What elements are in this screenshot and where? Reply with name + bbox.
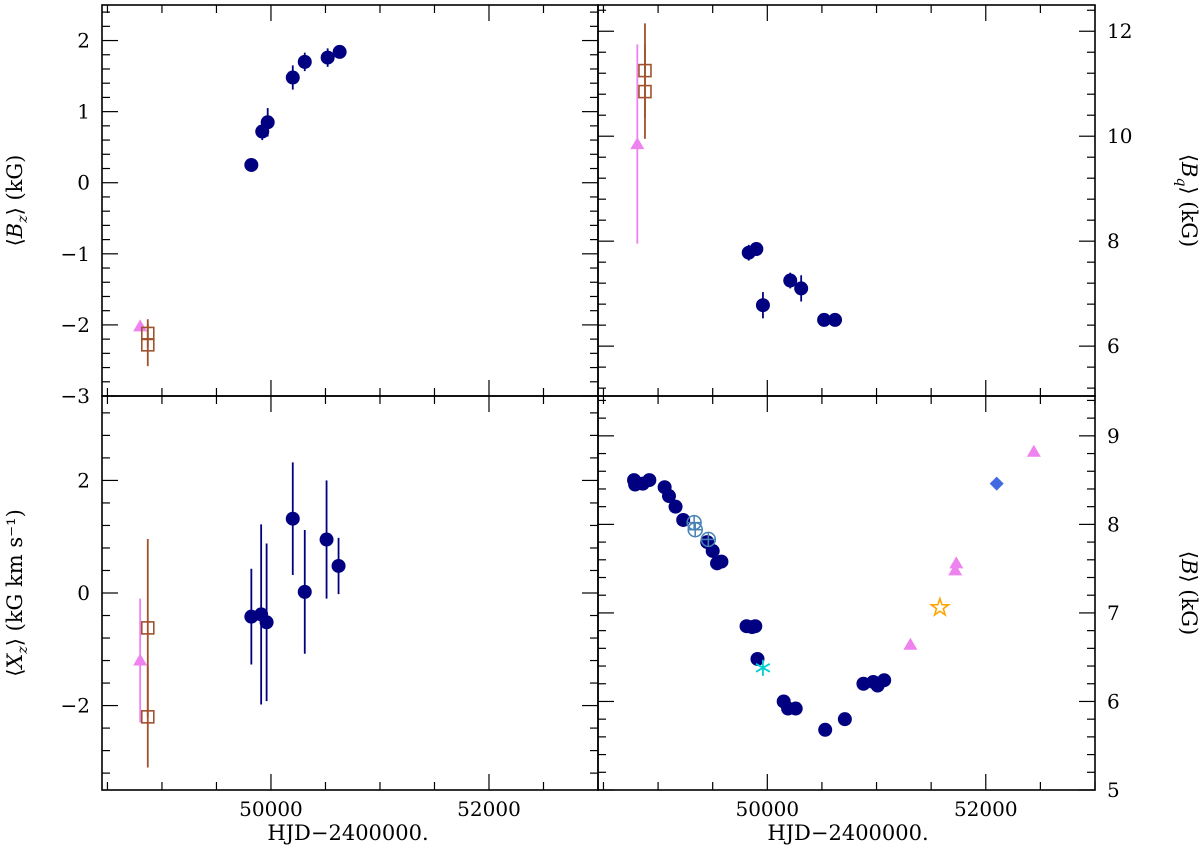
y-tick-label: 1 — [77, 100, 90, 124]
data-point — [630, 137, 645, 150]
y-tick-label: −1 — [61, 242, 90, 266]
y-axis-title: ⟨Bz⟩ (kG) — [3, 155, 31, 247]
data-point — [140, 338, 155, 352]
x-tick-label: 52000 — [457, 797, 521, 821]
data-point — [662, 489, 676, 504]
data-point — [749, 242, 764, 257]
plot-frame — [101, 4, 599, 397]
panel-bz: −3 −2 −1 0 1 2 ⟨Bz⟩ (kG) — [3, 4, 599, 408]
y-tick-label: −2 — [61, 313, 90, 337]
panel-bq: 6 8 10 12 ⟨Bq⟩ (kG) — [597, 4, 1200, 397]
data-point — [817, 312, 832, 327]
panel-b-mean: 50000 52000 5 6 7 8 9 ⟨B⟩ (kG) — [597, 395, 1200, 821]
data-point — [837, 712, 852, 727]
data-point — [903, 637, 918, 650]
data-point — [319, 532, 334, 547]
y-tick-label: 12 — [1107, 19, 1132, 43]
data-point — [140, 621, 155, 635]
data-point — [948, 563, 963, 576]
data-point — [297, 584, 312, 599]
data-point — [285, 70, 300, 85]
data-point — [755, 298, 770, 313]
data-point — [244, 157, 259, 172]
data-point — [297, 54, 312, 69]
x-tick-label: 50000 — [239, 797, 303, 821]
y-tick-label: 5 — [1107, 778, 1120, 802]
y-tick-label: 9 — [1107, 424, 1120, 448]
plot-frame — [101, 395, 599, 791]
y-tick-label: 10 — [1107, 124, 1132, 148]
y-tick-label: −3 — [61, 384, 90, 408]
data-point — [714, 554, 729, 569]
data-point — [320, 50, 335, 65]
data-point — [788, 701, 803, 716]
panel-xz: 50000 52000 −2 0 2 ⟨Xz⟩ (kG km s⁻¹) — [3, 395, 599, 821]
data-point — [750, 651, 765, 666]
data-point — [668, 499, 683, 514]
data-point — [949, 556, 964, 569]
plot-frame — [597, 4, 1096, 397]
data-point — [877, 673, 892, 688]
data-point — [331, 558, 346, 573]
data-point — [783, 273, 798, 288]
data-point — [828, 312, 843, 327]
data-point — [642, 473, 657, 488]
y-tick-label: −2 — [61, 694, 90, 718]
x-axis-title-left: HJD−2400000. — [267, 821, 428, 845]
data-point — [133, 319, 148, 332]
y-tick-label: 6 — [1107, 334, 1120, 358]
y-tick-label: 2 — [77, 29, 90, 53]
data-point — [332, 44, 347, 59]
data-point — [700, 531, 717, 548]
x-tick-label: 50000 — [735, 797, 799, 821]
y-tick-label: 8 — [1107, 512, 1120, 536]
data-point — [818, 722, 833, 737]
y-tick-label: 8 — [1107, 229, 1120, 253]
data-point — [638, 84, 652, 99]
data-point — [989, 476, 1004, 491]
x-axis-title-right: HJD−2400000. — [767, 821, 928, 845]
data-point — [794, 281, 809, 296]
y-axis-title: ⟨Xz⟩ (kG km s⁻¹) — [3, 509, 31, 677]
y-axis-title: ⟨B⟩ (kG) — [1177, 551, 1200, 635]
data-point — [687, 521, 703, 538]
data-point — [928, 596, 951, 617]
data-point — [260, 115, 275, 130]
data-point — [705, 543, 720, 558]
plot-frame — [597, 395, 1096, 791]
data-point — [1026, 444, 1041, 457]
data-point — [285, 511, 300, 526]
y-tick-label: 0 — [77, 171, 90, 195]
x-tick-label: 52000 — [954, 797, 1018, 821]
y-tick-label: 2 — [77, 468, 90, 492]
data-point — [133, 653, 148, 666]
data-point — [140, 710, 155, 724]
data-point — [259, 615, 274, 630]
y-axis-title: ⟨Bq⟩ (kG) — [1173, 154, 1200, 247]
data-point — [748, 619, 763, 634]
data-point — [755, 659, 771, 676]
y-tick-label: 0 — [77, 581, 90, 605]
y-tick-label: 7 — [1107, 601, 1120, 625]
y-tick-label: 6 — [1107, 689, 1120, 713]
